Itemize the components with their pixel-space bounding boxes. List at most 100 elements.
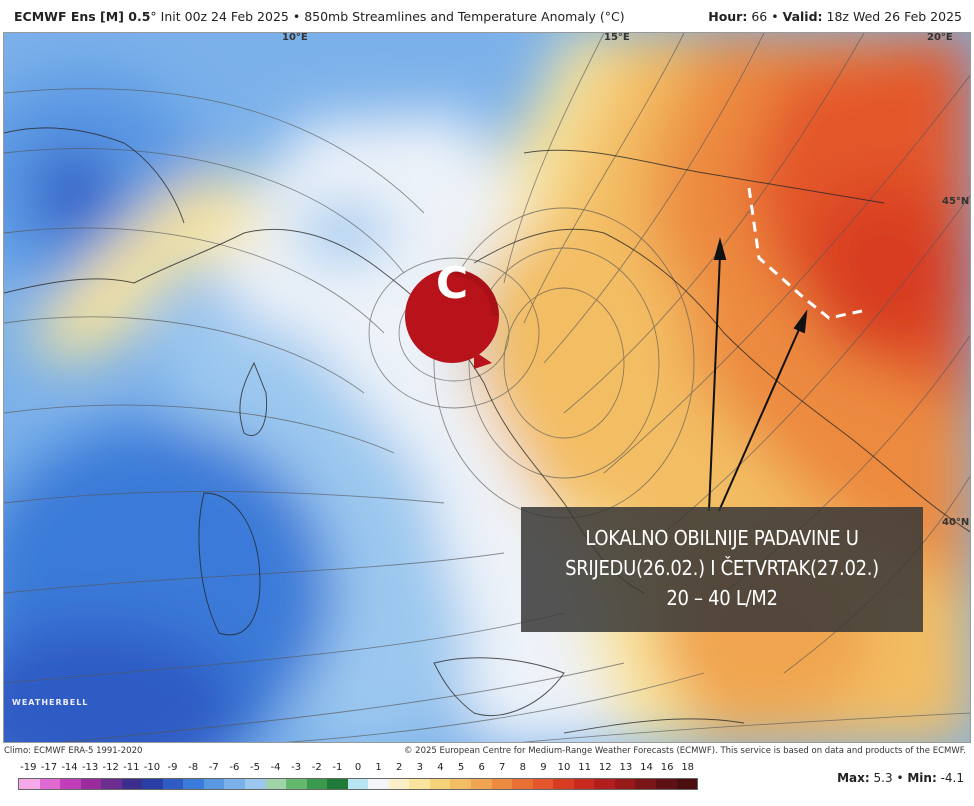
- weatherbell-watermark: WEATHERBELL: [12, 698, 89, 707]
- colorbar-swatch: [573, 779, 595, 789]
- product-name: 850mb Streamlines and Temperature Anomal…: [304, 9, 625, 24]
- header-validity: Hour: 66 • Valid: 18z Wed 26 Feb 2025: [708, 9, 962, 24]
- separator: •: [292, 9, 301, 24]
- lat-label-45n: 45°N: [942, 196, 970, 207]
- annotation-line-2: SRIJEDU(26.02.) I ČETVRTAK(27.02.): [565, 556, 879, 580]
- colorbar-swatch: [245, 779, 266, 789]
- colorbar-tick-label: -3: [291, 762, 302, 773]
- colorbar-tick-label: -2: [311, 762, 322, 773]
- colorbar-swatch: [286, 779, 307, 789]
- colorbar-swatch: [327, 779, 348, 789]
- colorbar-tick-label: 2: [396, 762, 403, 773]
- colorbar-swatch: [142, 779, 163, 789]
- weather-map[interactable]: 10°E 15°E 20°E 45°N 40°N C WEATHERBELL: [3, 32, 971, 743]
- colorbar-tick-label: 0: [354, 762, 362, 773]
- colorbar-swatch: [635, 779, 656, 789]
- dashed-boundary: [747, 187, 863, 320]
- cyclone-marker[interactable]: C: [405, 237, 499, 331]
- colorbar-swatch: [368, 779, 389, 789]
- stats-separator: •: [896, 771, 904, 785]
- model-name: ECMWF Ens [M] 0.5: [14, 9, 151, 24]
- colorbar-tick-label: -6: [229, 762, 240, 773]
- colorbar-swatch: [183, 779, 204, 789]
- max-value: 5.3: [873, 771, 893, 785]
- copyright-note: © 2025 European Centre for Medium-Range …: [403, 746, 966, 756]
- colorbar-tick-label: -17: [40, 762, 58, 773]
- colorbar-swatch: [39, 779, 61, 789]
- init-time: Init 00z 24 Feb 2025: [160, 9, 289, 24]
- min-label: Min:: [907, 771, 937, 785]
- lon-label-20e: 20°E: [927, 32, 953, 43]
- colorbar-tick-label: 1: [375, 762, 382, 773]
- colorbar-swatch: [19, 779, 40, 789]
- colorbar-swatch: [101, 779, 122, 789]
- colorbar-tick-label: -11: [123, 762, 140, 773]
- annotation-line-1: LOKALNO OBILNIJE PADAVINE U: [585, 526, 859, 550]
- map-header: ECMWF Ens [M] 0.5° Init 00z 24 Feb 2025 …: [0, 0, 974, 32]
- colorbar-tick-label: 3: [416, 762, 423, 773]
- colorbar-tick-label: 12: [598, 762, 612, 773]
- colorbar-tick-label: 9: [540, 762, 547, 773]
- colorbar-tick-label: 13: [619, 762, 633, 773]
- cyclone-letter: C: [435, 258, 469, 309]
- colorbar-tick-label: 5: [457, 762, 465, 773]
- colorbar-swatch: [409, 779, 430, 789]
- colorbar-swatch: [203, 779, 225, 789]
- colorbar-tick-label: 7: [499, 762, 506, 773]
- temperature-anomaly-field: [4, 33, 970, 742]
- colorbar-swatch: [265, 779, 287, 789]
- colorbar-tick-label: -10: [143, 762, 161, 773]
- colorbar-swatch: [512, 779, 533, 789]
- colorbar-tick-label: 11: [578, 762, 592, 773]
- colorbar-tick-label: -4: [270, 762, 281, 773]
- colorbar-swatch: [491, 779, 513, 789]
- colorbar-tick-label: -1: [332, 762, 343, 773]
- colorbar-tick-label: 18: [681, 762, 695, 773]
- max-label: Max:: [837, 771, 870, 785]
- valid-value: 18z Wed 26 Feb 2025: [826, 9, 962, 24]
- colorbar-tick-label: 10: [557, 762, 571, 773]
- colorbar-swatch: [532, 779, 554, 789]
- colorbar-tick-label: 8: [519, 762, 527, 773]
- separator: •: [771, 9, 779, 24]
- colorbar-tick-label: -5: [249, 762, 260, 773]
- colorbar-strip: [18, 778, 698, 790]
- colorbar-swatch: [162, 779, 184, 789]
- colorbar-swatch: [224, 779, 246, 789]
- lat-label-40n: 40°N: [942, 517, 970, 528]
- colorbar-swatch: [471, 779, 492, 789]
- footer-credits: Climo: ECMWF ERA-5 1991-2020 © 2025 Euro…: [0, 744, 974, 758]
- colorbar-swatch: [306, 779, 328, 789]
- colorbar-tick-label: 6: [478, 762, 485, 773]
- annotation-line-3: 20 – 40 L/M2: [666, 586, 778, 610]
- colorbar-tick-label: -7: [208, 762, 219, 773]
- colorbar-swatch: [553, 779, 574, 789]
- temperature-colorbar: -19 -17 -14 -13 -12 -11 -10 -9 -8 -7 -6 -5 -4 -3 -2 -1 0…: [14, 762, 704, 802]
- colorbar-tick-label: -9: [167, 762, 178, 773]
- degree-mark: °: [150, 9, 157, 24]
- colorbar-tick-label: 16: [660, 762, 674, 773]
- colorbar-swatch: [388, 779, 410, 789]
- lon-label-15e: 15°E: [604, 32, 630, 43]
- colorbar-swatch: [676, 779, 698, 789]
- colorbar-swatch: [450, 779, 472, 789]
- colorbar-swatch: [121, 779, 143, 789]
- climo-note: Climo: ECMWF ERA-5 1991-2020: [4, 746, 143, 756]
- colorbar-tick-label: -12: [102, 762, 119, 773]
- field-stats: Max: 5.3 • Min: -4.1: [837, 771, 964, 785]
- colorbar-tick-label: -13: [81, 762, 99, 773]
- valid-label: Valid:: [782, 9, 823, 24]
- colorbar-tick-label: -19: [20, 762, 37, 773]
- colorbar-tick-label: -8: [188, 762, 199, 773]
- min-value: -4.1: [940, 771, 964, 785]
- colorbar-swatch: [614, 779, 636, 789]
- colorbar-swatch: [655, 779, 677, 789]
- header-title: ECMWF Ens [M] 0.5° Init 00z 24 Feb 2025 …: [14, 9, 625, 24]
- colorbar-swatch: [347, 779, 369, 789]
- hour-label: Hour:: [708, 9, 748, 24]
- colorbar-swatch: [60, 779, 81, 789]
- precipitation-annotation: LOKALNO OBILNIJE PADAVINE U SRIJEDU(26.0…: [521, 507, 923, 632]
- colorbar-swatch: [80, 779, 102, 789]
- colorbar-swatch: [594, 779, 615, 789]
- colorbar-swatch: [429, 779, 451, 789]
